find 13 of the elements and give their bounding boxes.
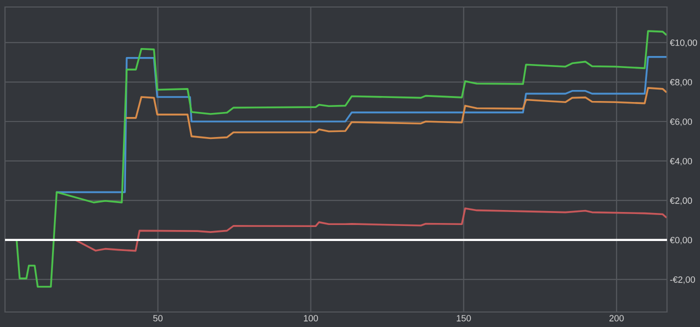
x-tick-label: 150 (456, 315, 471, 322)
line-series (56, 56, 667, 194)
y-tick-label: €2,00 (670, 197, 692, 205)
y-tick-label: €4,00 (670, 158, 692, 166)
y-tick-label: €8,00 (670, 78, 692, 86)
line-series (126, 87, 667, 140)
y-tick-label: -€2,00 (670, 276, 696, 284)
y-tick-label: €0,00 (670, 236, 692, 244)
y-tick-label: €6,00 (670, 118, 692, 126)
x-tick-label: 200 (609, 315, 624, 322)
x-tick-label: 50 (153, 315, 163, 322)
x-tick-label: 100 (304, 315, 318, 322)
y-tick-label: €10,00 (670, 40, 698, 47)
